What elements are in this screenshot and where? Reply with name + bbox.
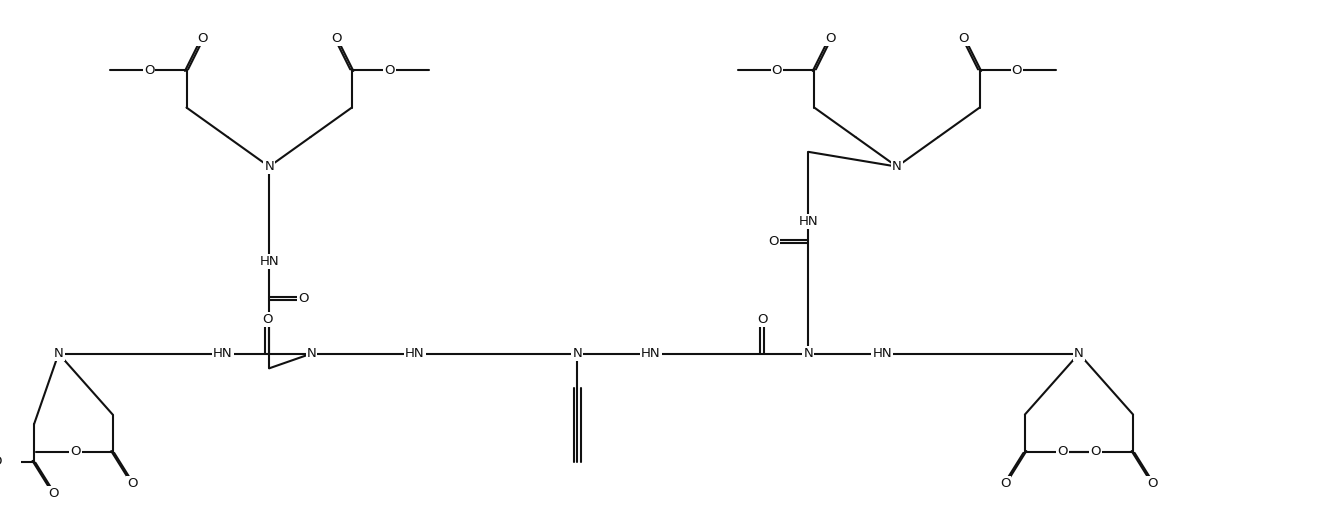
Text: N: N: [54, 347, 64, 360]
Text: O: O: [331, 32, 342, 45]
Text: O: O: [49, 487, 58, 500]
Text: O: O: [1148, 477, 1158, 490]
Text: N: N: [307, 347, 316, 360]
Text: O: O: [144, 64, 155, 77]
Text: O: O: [1091, 445, 1102, 459]
Text: O: O: [1000, 477, 1010, 490]
Text: O: O: [384, 64, 395, 77]
Text: O: O: [825, 32, 835, 45]
Text: O: O: [0, 455, 1, 468]
Text: O: O: [769, 235, 780, 248]
Text: O: O: [1057, 445, 1067, 459]
Text: O: O: [70, 445, 81, 459]
Text: N: N: [265, 160, 274, 173]
Text: O: O: [757, 313, 768, 326]
Text: O: O: [127, 477, 138, 490]
Text: O: O: [262, 313, 273, 326]
Text: O: O: [1012, 64, 1022, 77]
Text: N: N: [892, 160, 902, 173]
Text: O: O: [959, 32, 969, 45]
Text: N: N: [804, 347, 813, 360]
Text: HN: HN: [873, 347, 892, 360]
Text: O: O: [197, 32, 208, 45]
Text: HN: HN: [641, 347, 661, 360]
Text: HN: HN: [260, 255, 279, 268]
Text: HN: HN: [213, 347, 233, 360]
Text: HN: HN: [405, 347, 425, 360]
Text: HN: HN: [798, 215, 818, 228]
Text: N: N: [572, 347, 583, 360]
Text: O: O: [298, 292, 308, 305]
Text: N: N: [1074, 347, 1084, 360]
Text: O: O: [772, 64, 782, 77]
